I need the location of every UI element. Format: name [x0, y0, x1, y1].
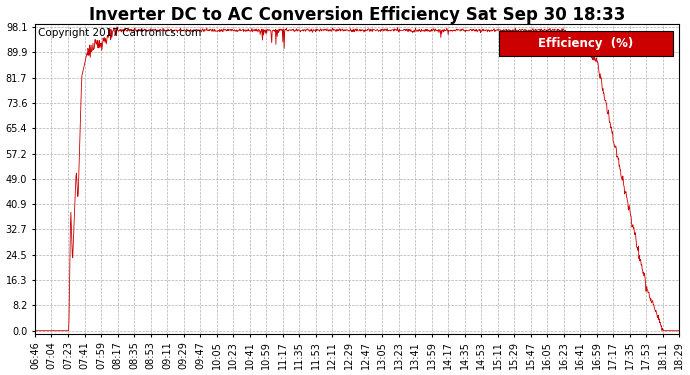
Text: Copyright 2017 Cartronics.com: Copyright 2017 Cartronics.com — [38, 28, 201, 38]
Title: Inverter DC to AC Conversion Efficiency Sat Sep 30 18:33: Inverter DC to AC Conversion Efficiency … — [89, 6, 625, 24]
Text: Efficiency  (%): Efficiency (%) — [538, 38, 633, 50]
FancyBboxPatch shape — [499, 32, 673, 56]
